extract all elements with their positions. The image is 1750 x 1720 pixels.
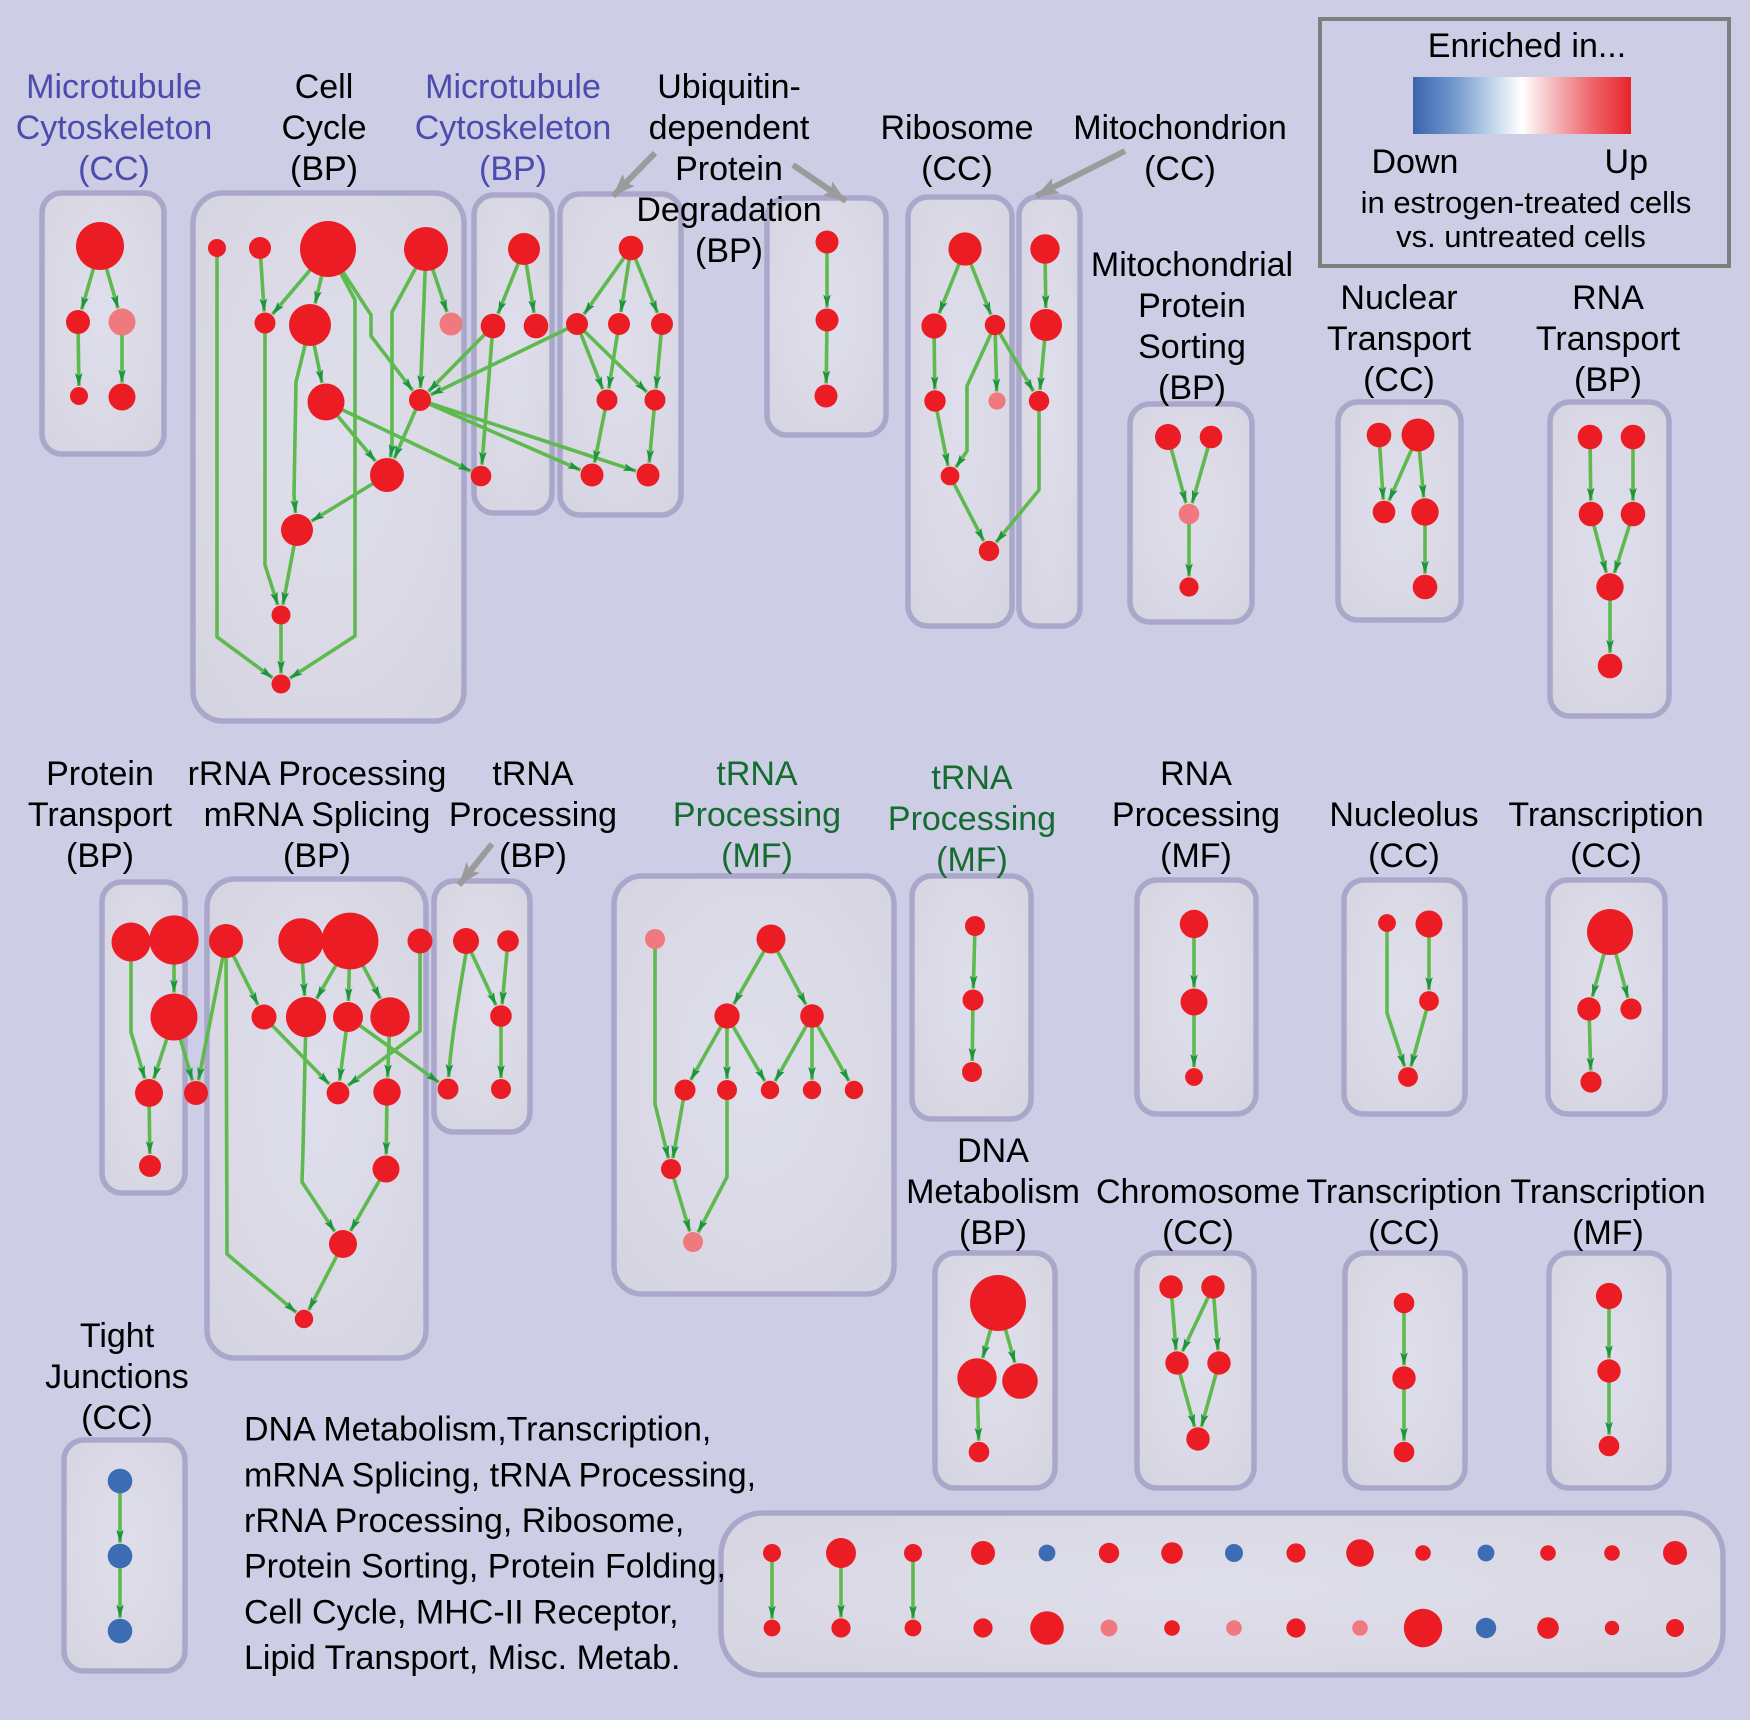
svg-text:Up: Up — [1605, 143, 1648, 181]
svg-text:Lipid Transport, Misc. Metab.: Lipid Transport, Misc. Metab. — [244, 1639, 681, 1677]
svg-text:mRNA Splicing: mRNA Splicing — [204, 796, 431, 834]
svg-text:Cell Cycle, MHC-II Receptor,: Cell Cycle, MHC-II Receptor, — [244, 1593, 679, 1631]
svg-text:(CC): (CC) — [1162, 1214, 1234, 1252]
svg-text:Protein Sorting, Protein Foldi: Protein Sorting, Protein Folding, — [244, 1548, 726, 1586]
svg-text:vs. untreated cells: vs. untreated cells — [1396, 219, 1646, 254]
svg-text:Cell: Cell — [295, 68, 354, 106]
svg-text:Ribosome: Ribosome — [880, 109, 1033, 147]
svg-text:(MF): (MF) — [1160, 837, 1232, 875]
svg-text:Down: Down — [1372, 143, 1459, 181]
svg-text:RNA: RNA — [1160, 755, 1232, 793]
svg-text:tRNA: tRNA — [931, 759, 1013, 797]
svg-text:Processing: Processing — [673, 796, 841, 834]
svg-text:Microtubule: Microtubule — [425, 68, 601, 106]
svg-text:(CC): (CC) — [921, 150, 993, 188]
svg-text:Transcription: Transcription — [1306, 1173, 1501, 1211]
svg-text:Chromosome: Chromosome — [1096, 1173, 1300, 1211]
svg-text:Enriched in...: Enriched in... — [1428, 27, 1626, 65]
svg-text:DNA: DNA — [957, 1132, 1029, 1170]
svg-text:Transport: Transport — [1536, 320, 1681, 358]
svg-text:(CC): (CC) — [78, 150, 150, 188]
svg-text:dependent: dependent — [649, 109, 810, 147]
svg-text:RNA: RNA — [1572, 279, 1644, 317]
svg-text:Nuclear: Nuclear — [1340, 279, 1457, 317]
svg-text:Microtubule: Microtubule — [26, 68, 202, 106]
svg-text:DNA Metabolism,Transcription,: DNA Metabolism,Transcription, — [244, 1411, 711, 1449]
svg-text:mRNA Splicing, tRNA Processing: mRNA Splicing, tRNA Processing, — [244, 1456, 756, 1494]
svg-text:(CC): (CC) — [1570, 837, 1642, 875]
svg-text:(BP): (BP) — [695, 232, 763, 270]
svg-text:(CC): (CC) — [1368, 837, 1440, 875]
svg-text:Protein: Protein — [675, 150, 783, 188]
svg-text:Transcription: Transcription — [1510, 1173, 1705, 1211]
svg-text:Metabolism: Metabolism — [906, 1173, 1080, 1211]
svg-text:Protein: Protein — [1138, 287, 1246, 325]
svg-text:(CC): (CC) — [1368, 1214, 1440, 1252]
svg-text:rRNA Processing: rRNA Processing — [188, 755, 447, 793]
svg-text:Junctions: Junctions — [45, 1358, 189, 1396]
svg-text:Mitochondrion: Mitochondrion — [1073, 109, 1287, 147]
svg-text:(BP): (BP) — [479, 150, 547, 188]
svg-text:(BP): (BP) — [1574, 361, 1642, 399]
svg-text:Nucleolus: Nucleolus — [1329, 796, 1478, 834]
svg-text:Cytoskeleton: Cytoskeleton — [415, 109, 612, 147]
svg-text:tRNA: tRNA — [492, 755, 574, 793]
svg-text:tRNA: tRNA — [716, 755, 798, 793]
svg-text:Transport: Transport — [28, 796, 173, 834]
svg-text:(MF): (MF) — [1572, 1214, 1644, 1252]
svg-text:(CC): (CC) — [1363, 361, 1435, 399]
svg-text:Cycle: Cycle — [281, 109, 366, 147]
svg-text:(BP): (BP) — [66, 837, 134, 875]
svg-text:Sorting: Sorting — [1138, 328, 1246, 366]
svg-text:(CC): (CC) — [1144, 150, 1216, 188]
svg-text:rRNA Processing, Ribosome,: rRNA Processing, Ribosome, — [244, 1502, 684, 1540]
svg-text:(BP): (BP) — [283, 837, 351, 875]
svg-text:in estrogen-treated cells: in estrogen-treated cells — [1361, 185, 1692, 220]
svg-text:(MF): (MF) — [936, 841, 1008, 879]
svg-text:Transcription: Transcription — [1508, 796, 1703, 834]
svg-text:Mitochondrial: Mitochondrial — [1091, 246, 1293, 284]
svg-text:(MF): (MF) — [721, 837, 793, 875]
svg-text:(BP): (BP) — [499, 837, 567, 875]
svg-text:Tight: Tight — [80, 1317, 155, 1355]
svg-text:(BP): (BP) — [959, 1214, 1027, 1252]
svg-text:(CC): (CC) — [81, 1399, 153, 1437]
svg-text:Cytoskeleton: Cytoskeleton — [16, 109, 213, 147]
svg-text:Processing: Processing — [1112, 796, 1280, 834]
svg-text:(BP): (BP) — [1158, 369, 1226, 407]
svg-text:Processing: Processing — [449, 796, 617, 834]
svg-text:Processing: Processing — [888, 800, 1056, 838]
svg-text:Degradation: Degradation — [636, 191, 821, 229]
svg-text:Transport: Transport — [1327, 320, 1472, 358]
svg-text:(BP): (BP) — [290, 150, 358, 188]
svg-text:Ubiquitin-: Ubiquitin- — [657, 68, 801, 106]
svg-text:Protein: Protein — [46, 755, 154, 793]
